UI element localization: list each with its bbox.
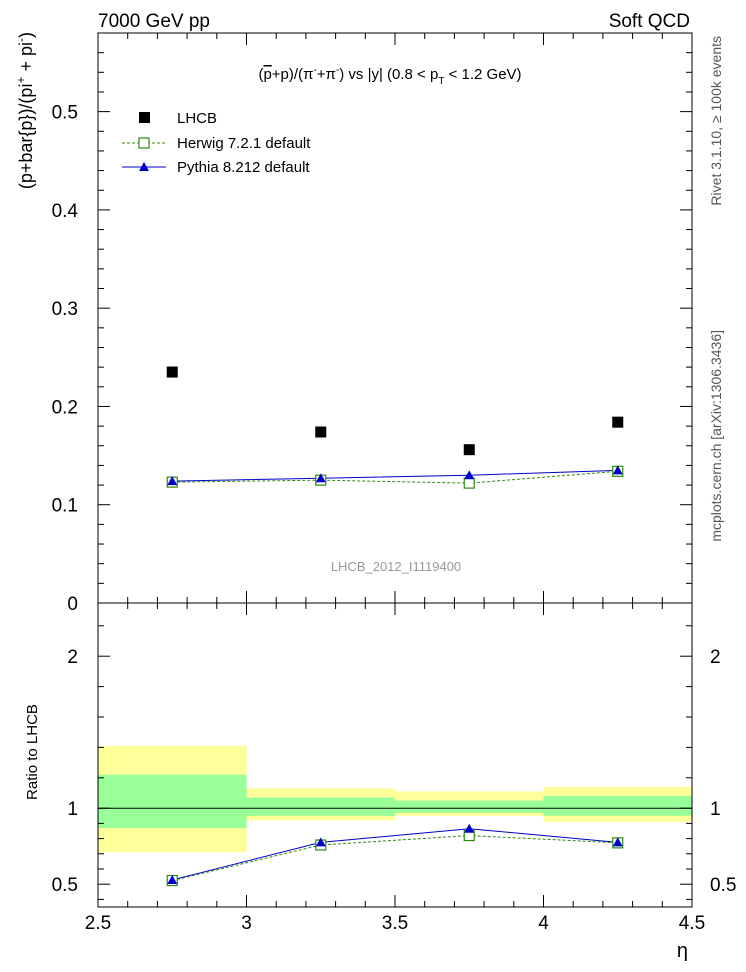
ratio-band-inner (395, 800, 544, 813)
x-tick-label: 2.5 (85, 913, 111, 934)
plot-title: (p+p)/(π-+π-) vs |y| (0.8 < pT < 1.2 GeV… (258, 65, 521, 87)
x-axis-label: η (677, 940, 688, 962)
main-y-tick-label: 0.4 (52, 201, 79, 222)
pythia-point (167, 476, 178, 486)
main-y-tick-label: 0.1 (52, 496, 78, 517)
legend-marker-pythia (139, 162, 149, 171)
x-tick-label: 4.5 (679, 913, 705, 934)
herwig-point (463, 477, 475, 489)
rivet-label: Rivet 3.1.10, ≥ 100k events (708, 36, 724, 206)
ratio-y-tick-label-right: 1 (710, 799, 721, 820)
ratio-plot-panel: 2.5 3 3.5 4 4.50.5 0.51 12 2 (52, 602, 736, 934)
process-label: Soft QCD (609, 11, 690, 32)
herwig-ratio-line (172, 835, 618, 882)
mcplots-label: mcplots.cern.ch [arXiv:1306.3436] (708, 330, 724, 542)
ratio-band-inner (98, 774, 247, 828)
ratio-band-inner (246, 797, 395, 816)
ratio-y-tick-label: 1 (67, 799, 78, 820)
main-y-tick-label: 0.3 (52, 299, 78, 320)
legend-label-pythia: Pythia 8.212 default (177, 159, 310, 176)
pythia-point (612, 465, 623, 475)
pythia-line (172, 469, 618, 482)
pythia-ratio-point (167, 874, 178, 884)
pythia-ratio-point (612, 837, 623, 847)
ratio-y-tick-label-right: 0.5 (710, 875, 736, 896)
legend-label-lhcb: LHCB (177, 110, 217, 127)
main-plot-panel: 0 0.1 0.2 0.3 0.4 0.5 (52, 32, 693, 615)
lhcb-point (463, 444, 475, 456)
main-y-tick-label: 0.5 (52, 103, 78, 124)
legend-label-herwig: Herwig 7.2.1 default (177, 135, 311, 152)
energy-label: 7000 GeV pp (98, 11, 210, 32)
main-y-axis-label: (p+bar{p})/(pi+ + pi-) (14, 32, 36, 189)
legend-marker-herwig (138, 137, 150, 149)
lhcb-point (166, 366, 178, 378)
pythia-point (315, 473, 326, 483)
lhcb-point (612, 416, 624, 428)
legend: LHCB Herwig 7.2.1 default Pythia 8.212 d… (122, 110, 311, 176)
x-tick-label: 4 (538, 913, 549, 934)
ratio-y-axis-label: Ratio to LHCB (24, 704, 41, 800)
pythia-ratio-point (464, 823, 475, 833)
pythia-point (464, 470, 475, 480)
ratio-y-tick-label-right: 2 (710, 647, 721, 668)
pythia-ratio-line (172, 828, 618, 881)
legend-marker-lhcb (139, 112, 150, 123)
ratio-y-tick-label: 2 (67, 647, 78, 668)
main-y-tick-label: 0 (67, 594, 78, 615)
herwig-line (172, 470, 618, 484)
x-tick-label: 3 (241, 913, 252, 934)
lhcb-point (315, 426, 327, 438)
ratio-y-tick-label: 0.5 (52, 875, 78, 896)
ratio-band-inner (543, 796, 692, 816)
pythia-ratio-point (315, 837, 326, 847)
analysis-watermark: LHCB_2012_I1119400 (331, 559, 461, 574)
x-tick-label: 3.5 (382, 913, 408, 934)
main-y-tick-label: 0.2 (52, 397, 78, 418)
